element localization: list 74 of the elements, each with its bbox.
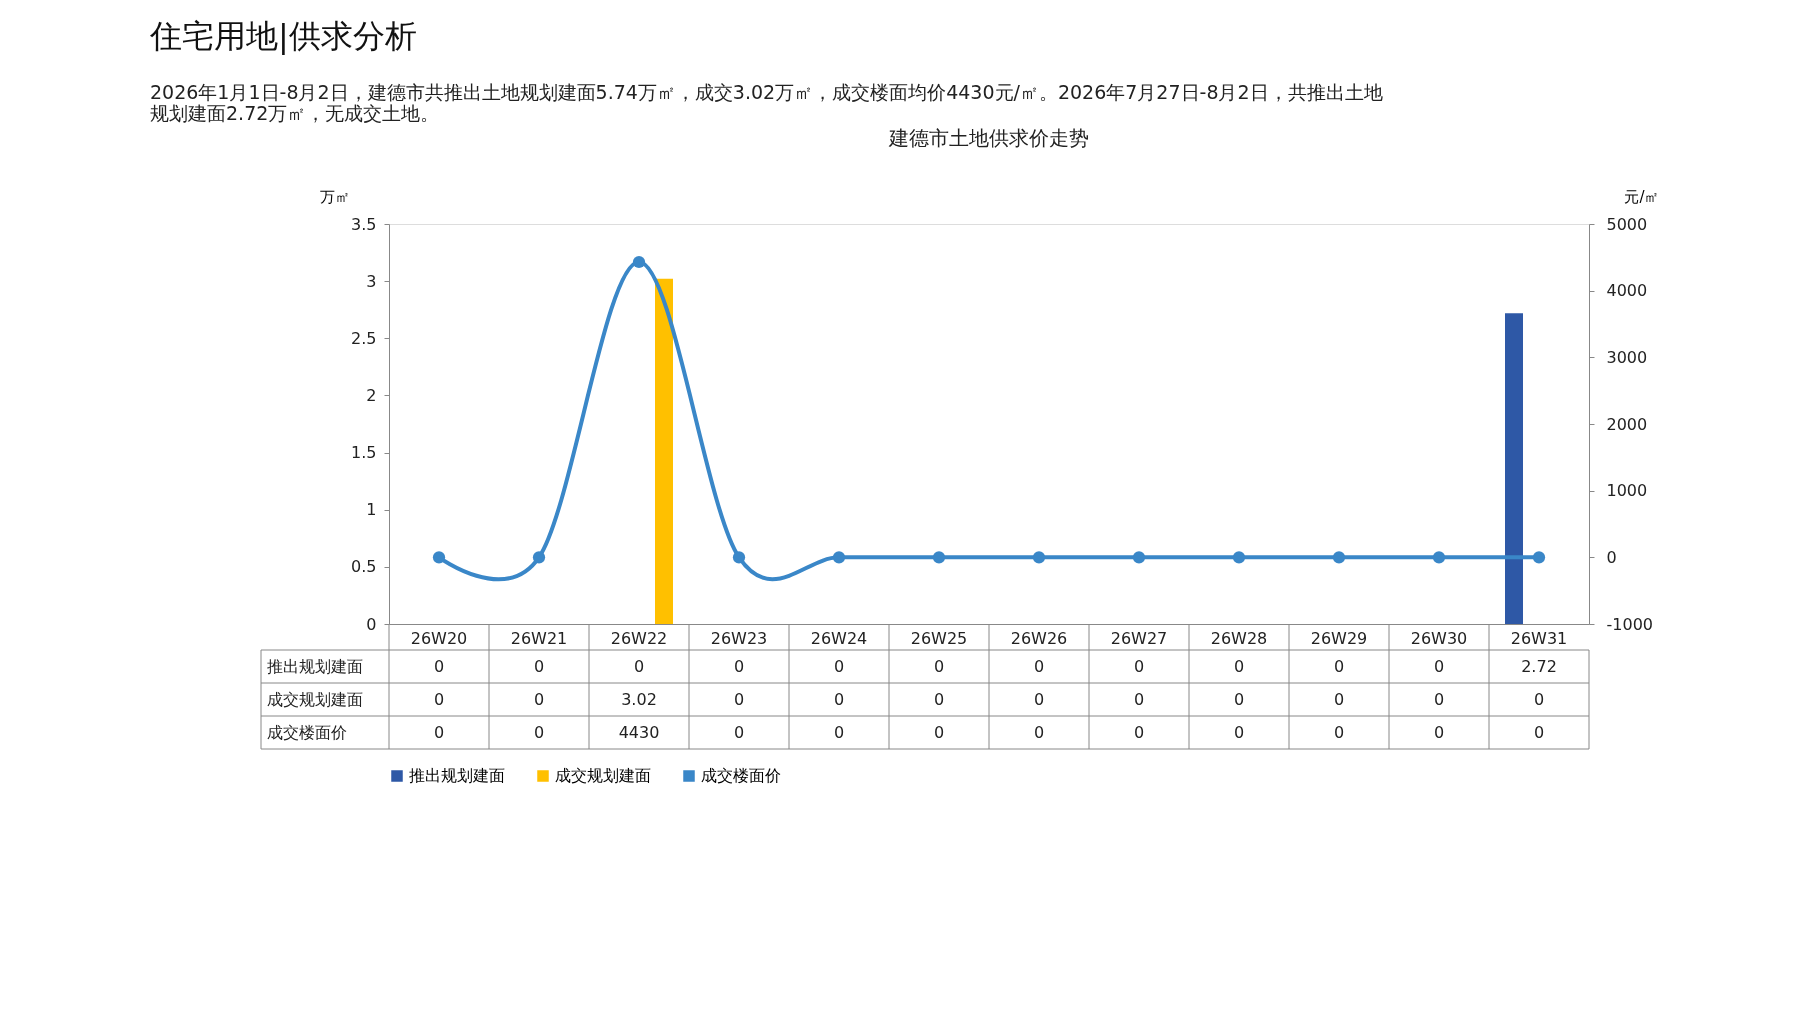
data-label: 3.02 — [621, 689, 657, 709]
x-tick-label: 26W22 — [610, 628, 668, 648]
data-label: 0 — [433, 689, 445, 709]
text: 成交楼面价 — [267, 722, 347, 742]
data-label: 0 — [1533, 689, 1545, 709]
data-label: 0 — [1333, 656, 1345, 676]
x-tick-label: 26W29 — [1310, 628, 1368, 648]
data-label: 0 — [1233, 656, 1245, 676]
y-tick-label: 2.5 — [351, 328, 377, 348]
x-tick-label: 26W20 — [410, 628, 468, 648]
x-tick-label: 26W21 — [510, 628, 568, 648]
data-label: 0 — [933, 689, 945, 709]
data-label: 0 — [833, 689, 845, 709]
y-tick-label: 0.5 — [351, 557, 377, 577]
data-label: 0 — [1333, 722, 1345, 742]
y2-tick-label: 1000 — [1606, 481, 1648, 501]
data-label: 0 — [1433, 722, 1445, 742]
data-label: 0 — [633, 656, 645, 676]
legend-label: 成交规划建面 — [555, 766, 651, 785]
y-tick-label: 2 — [366, 385, 377, 405]
y2-axis-title: 元/㎡ — [1624, 187, 1660, 206]
legend-label: 推出规划建面 — [409, 766, 505, 785]
legend-label: 成交楼面价 — [701, 766, 781, 785]
x-tick-label: 26W23 — [710, 628, 768, 648]
data-label: 4430 — [618, 722, 660, 742]
text: 成交规划建面 — [267, 689, 363, 709]
chart-title: 建德市土地供求价走势 — [888, 126, 1089, 150]
y2-tick-label: 3000 — [1606, 347, 1648, 367]
y-tick-label: 1 — [366, 500, 377, 520]
data-label: 0 — [933, 656, 945, 676]
data-label: 0 — [1433, 689, 1445, 709]
text: 2026年1月1日-8月2日，建德市共推出土地规划建面5.74万㎡，成交3.02万㎡，成交楼面均价4430元/㎡。2026年7月27日-8月2日，共推出土地规划建面2.72万㎡，无成交土地。 — [150, 80, 1383, 124]
data-label: 0 — [1133, 689, 1145, 709]
y2-tick-label: 2000 — [1606, 414, 1648, 434]
y-axis-title: 万㎡ — [319, 187, 350, 206]
x-tick-label: 26W26 — [1010, 628, 1068, 648]
y2-tick-label: 0 — [1606, 547, 1617, 567]
data-label: 0 — [1033, 722, 1045, 742]
data-label: 0 — [733, 722, 745, 742]
data-label: 0 — [433, 722, 445, 742]
data-label: 0 — [833, 722, 845, 742]
data-label: 0 — [1133, 722, 1145, 742]
data-label: 0 — [1033, 656, 1045, 676]
data-label: 0 — [433, 656, 445, 676]
y-tick-label: 3 — [366, 271, 377, 291]
data-label: 0 — [1533, 722, 1545, 742]
data-label: 0 — [1033, 689, 1045, 709]
y2-tick-label: -1000 — [1606, 614, 1653, 634]
x-tick-label: 26W31 — [1510, 628, 1568, 648]
y-tick-label: 0 — [366, 614, 377, 634]
data-label: 0 — [533, 689, 545, 709]
data-label: 0 — [733, 656, 745, 676]
y-tick-label: 1.5 — [351, 443, 377, 463]
data-label: 0 — [533, 722, 545, 742]
data-label: 0 — [1433, 656, 1445, 676]
data-label: 0 — [1233, 722, 1245, 742]
chart-subtitle: 住宅用地|供求分析 — [149, 16, 417, 55]
y2-tick-label: 4000 — [1606, 281, 1648, 301]
x-tick-label: 26W27 — [1110, 628, 1168, 648]
x-tick-label: 26W24 — [810, 628, 868, 648]
y-tick-label: 3.5 — [351, 214, 377, 234]
data-label: 0 — [1233, 689, 1245, 709]
text: 推出规划建面 — [267, 656, 363, 676]
y2-tick-label: 5000 — [1606, 214, 1648, 234]
data-label: 0 — [933, 722, 945, 742]
x-tick-label: 26W30 — [1410, 628, 1468, 648]
x-tick-label: 26W28 — [1210, 628, 1268, 648]
data-label: 0 — [1133, 656, 1145, 676]
data-label: 0 — [1333, 689, 1345, 709]
data-label: 0 — [833, 656, 845, 676]
data-label: 0 — [733, 689, 745, 709]
data-label: 0 — [533, 656, 545, 676]
data-label: 2.72 — [1521, 656, 1557, 676]
x-tick-label: 26W25 — [910, 628, 968, 648]
